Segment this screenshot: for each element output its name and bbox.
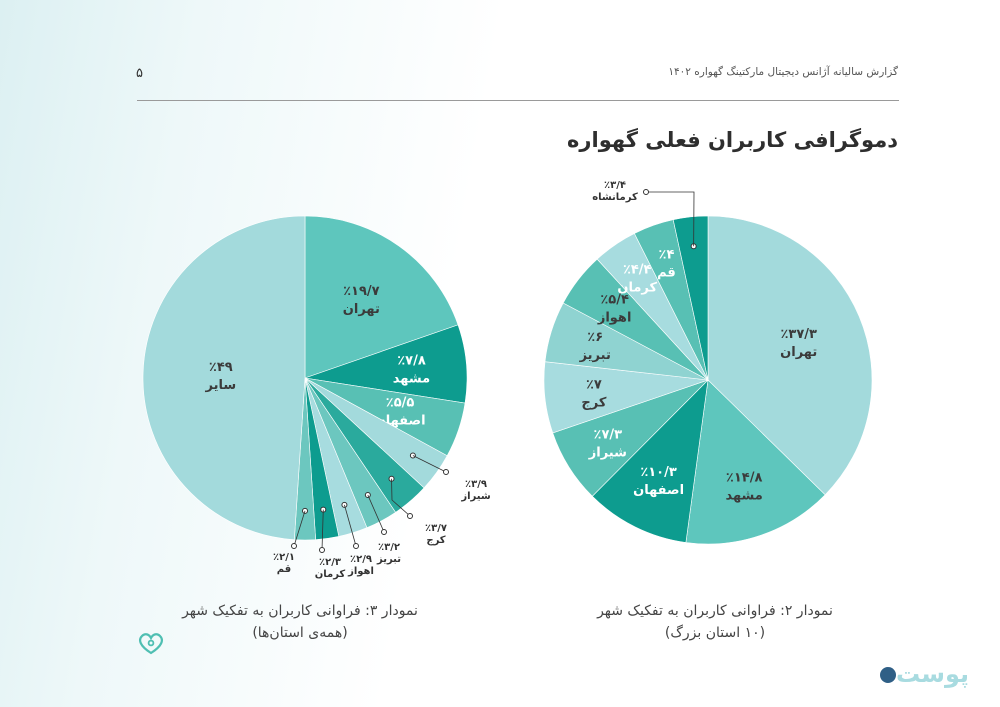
chart1-name-label-7: کرمان	[617, 280, 657, 295]
chart1-value-label-0: ٪۳۷/۳	[780, 327, 817, 342]
chart0-leader-dot-8	[302, 507, 308, 514]
chart-3-subtitle: (همه‌ی استان‌ها)	[252, 625, 348, 641]
chart1-value-label-8: ٪۴	[659, 247, 675, 262]
chart0-value-label-8: ٪۲/۱	[273, 552, 295, 563]
chart1-name-label-9: کرمانشاه	[592, 192, 638, 203]
chart1-slice-2	[591, 379, 709, 543]
brand-name: پوست	[896, 660, 970, 688]
chart0-leader-line-7	[321, 509, 324, 551]
chart1-slice-9	[672, 215, 709, 381]
chart0-value-label-2: ٪۵/۵	[386, 395, 415, 410]
chart1-value-label-2: ٪۱۰/۳	[640, 465, 677, 480]
chart1-name-label-6: اهواز	[597, 311, 632, 326]
chart-2-title: نمودار ۲: فراوانی کاربران به تفکیک شهر	[597, 603, 833, 619]
chart0-value-label-5: ٪۳/۲	[378, 542, 400, 553]
chart0-name-label-9: سایر	[204, 378, 236, 393]
chart0-name-label-7: کرمان	[315, 569, 346, 580]
chart1-name-label-5: تبریز	[579, 348, 611, 363]
chart1-value-label-3: ٪۷/۳	[594, 428, 623, 443]
footer-brand-logo: پوست	[878, 660, 969, 688]
chart0-value-label-9: ٪۴۹	[209, 360, 233, 375]
chart1-name-label-4: کرج	[581, 395, 606, 410]
chart0-value-label-1: ٪۷/۸	[397, 353, 426, 368]
report-header-title: گزارش سالیانه آژانس دیجیتال مارکتینگ گهو…	[668, 66, 898, 78]
chart0-name-label-5: تبریز	[376, 554, 401, 565]
chart0-value-label-7: ٪۲/۳	[319, 557, 341, 568]
page-title: دموگرافی کاربران فعلی گهواره	[567, 128, 898, 152]
brand-dot-icon	[880, 667, 896, 683]
chart0-leader-end-3	[443, 469, 449, 475]
chart0-leader-line-3	[412, 455, 447, 473]
chart1-value-label-9: ٪۳/۴	[604, 180, 626, 191]
chart1-name-label-0: تهران	[780, 345, 817, 360]
chart1-value-label-7: ٪۴/۴	[623, 262, 652, 277]
chart1-value-label-4: ٪۷	[586, 377, 602, 392]
chart1-leader-line-9	[646, 191, 695, 247]
chart1-value-label-1: ٪۱۴/۸	[726, 470, 763, 485]
chart1-slice-1	[685, 379, 826, 545]
chart0-leader-line-5	[367, 494, 385, 533]
chart1-name-label-2: اصفهان	[633, 483, 684, 498]
chart0-leader-end-8	[291, 543, 297, 549]
chart-2-caption: نمودار ۲: فراوانی کاربران به تفکیک شهر (…	[570, 600, 860, 644]
chart0-leader-line-4	[391, 478, 411, 517]
chart0-name-label-8: قم	[277, 564, 291, 575]
chart1-name-label-3: شیراز	[588, 446, 627, 461]
chart1-name-label-8: قم	[657, 265, 676, 280]
chart1-value-label-5: ٪۶	[587, 330, 603, 345]
chart0-leader-line-6	[344, 504, 357, 547]
chart0-value-label-0: ٪۱۹/۷	[343, 284, 380, 299]
chart0-name-label-0: تهران	[343, 302, 380, 317]
chart0-value-label-4: ٪۳/۷	[425, 523, 447, 534]
chart0-value-label-3: ٪۳/۹	[465, 479, 487, 490]
chart0-leader-end-7	[319, 547, 325, 553]
chart0-name-label-6: اهواز	[347, 566, 374, 577]
chart-3-title: نمودار ۳: فراوانی کاربران به تفکیک شهر	[182, 603, 418, 619]
chart-3-caption: نمودار ۳: فراوانی کاربران به تفکیک شهر (…	[170, 600, 430, 644]
chart0-name-label-3: شیراز	[460, 491, 490, 502]
chart1-value-label-6: ٪۵/۴	[600, 293, 629, 308]
chart0-leader-end-6	[353, 543, 359, 549]
chart0-leader-line-8	[293, 510, 306, 547]
chart0-name-label-4: کرج	[426, 535, 445, 546]
chart0-slice-0	[304, 215, 459, 379]
chart1-leader-end-9	[643, 189, 649, 195]
chart0-slice-9	[142, 215, 306, 540]
chart0-name-label-1: مشهد	[393, 371, 430, 386]
chart1-name-label-1: مشهد	[725, 488, 762, 503]
heart-icon	[139, 633, 163, 655]
page-number: ۵	[136, 66, 143, 81]
chart1-slice-0	[707, 215, 873, 496]
header-divider	[137, 100, 899, 101]
chart0-leader-end-4	[407, 513, 413, 519]
chart0-value-label-6: ٪۲/۹	[350, 554, 372, 565]
chart0-leader-end-5	[381, 529, 387, 535]
chart-2-subtitle: (۱۰ استان بزرگ)	[664, 625, 766, 641]
